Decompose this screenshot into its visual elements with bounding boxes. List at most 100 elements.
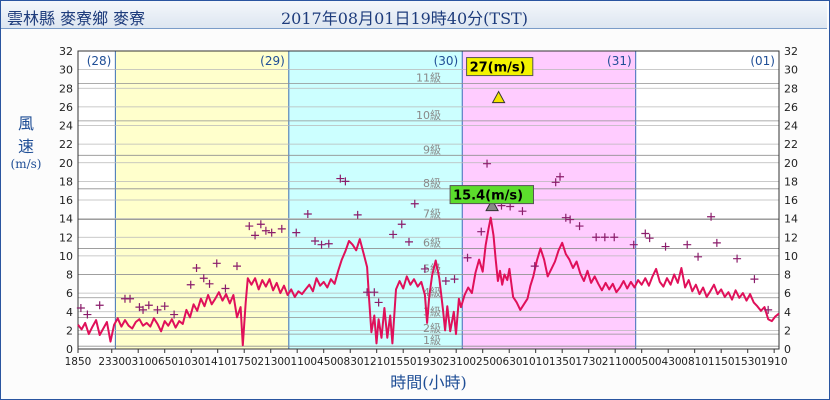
y-tick-left-2: 4	[66, 306, 73, 319]
beaufort-label-7: 8級	[423, 177, 441, 190]
y-tick-right-3: 6	[784, 287, 791, 300]
gust-point-48	[530, 262, 539, 271]
gust-point-16	[221, 284, 230, 293]
y-axis-label-unit: (m/s)	[10, 157, 42, 171]
gust-point-13	[199, 274, 208, 283]
y-tick-right-15: 30	[784, 64, 798, 77]
y-tick-left-4: 8	[66, 269, 73, 282]
gust-point-29	[336, 174, 345, 183]
gust-point-35	[389, 230, 398, 239]
x-tick-label-20: 2110	[602, 356, 629, 368]
x-tick-label-6: 1750	[231, 356, 258, 368]
y-tick-left-1: 2	[66, 324, 73, 337]
x-tick-label-25: 1530	[734, 356, 761, 368]
x-tick-label-9: 0450	[310, 356, 337, 368]
y-tick-left-7: 14	[59, 213, 73, 226]
gust-point-43	[477, 227, 486, 236]
x-tick-label-4: 1030	[178, 356, 205, 368]
beaufort-label-8: 9級	[423, 143, 441, 156]
x-tick-label-22: 0430	[655, 356, 682, 368]
gust-point-23	[277, 224, 286, 233]
gust-point-0	[76, 304, 85, 313]
gust-point-64	[712, 238, 721, 247]
annotation-label-1: 15.4(m/s)	[453, 189, 523, 204]
gust-point-22	[267, 228, 276, 237]
gust-point-14	[205, 279, 214, 288]
beaufort-label-0: 1級	[423, 334, 441, 347]
y-axis-label-char-1: 風	[17, 114, 34, 133]
gust-point-18	[245, 222, 254, 231]
day-label-2: (30)	[434, 54, 459, 68]
y-tick-left-12: 24	[59, 120, 73, 133]
y-tick-left-0: 0	[66, 343, 73, 356]
y-tick-left-14: 28	[59, 82, 73, 95]
beaufort-label-6: 7級	[423, 208, 441, 221]
gust-point-38	[410, 199, 419, 208]
gust-point-11	[186, 280, 195, 289]
gust-point-8	[153, 305, 162, 314]
y-tick-right-11: 22	[784, 138, 798, 151]
station-title: 雲林縣 麥寮鄉 麥寮	[7, 9, 146, 28]
y-tick-left-16: 32	[59, 45, 73, 58]
gust-point-66	[750, 275, 759, 284]
gust-point-20	[256, 220, 265, 229]
y-tick-left-9: 18	[59, 175, 73, 188]
annotation-box-0	[466, 57, 534, 77]
gust-point-32	[363, 288, 372, 297]
day-label-3: (31)	[607, 54, 632, 68]
day-label-4: (01)	[750, 54, 775, 68]
mean-wind-line	[77, 216, 780, 347]
y-tick-right-1: 2	[784, 324, 791, 337]
gust-point-33	[370, 288, 379, 297]
gust-point-6	[139, 305, 148, 314]
y-tick-left-8: 16	[59, 194, 73, 207]
x-tick-label-19: 1730	[575, 356, 602, 368]
gust-point-37	[404, 237, 413, 246]
gust-point-50	[556, 172, 565, 181]
x-tick-label-3: 0650	[151, 356, 178, 368]
y-tick-right-2: 4	[784, 306, 791, 319]
y-tick-left-3: 6	[66, 287, 73, 300]
x-tick-label-10: 0830	[337, 356, 364, 368]
y-tick-right-9: 18	[784, 175, 798, 188]
y-tick-left-10: 20	[59, 157, 73, 170]
gust-point-9	[160, 302, 169, 311]
gust-point-53	[575, 222, 584, 231]
y-tick-right-5: 10	[784, 250, 798, 263]
day-label-1: (29)	[260, 54, 285, 68]
x-tick-label-17: 1010	[522, 356, 549, 368]
gust-point-21	[261, 226, 270, 235]
x-tick-label-24: 1150	[708, 356, 735, 368]
beaufort-label-9: 10級	[416, 109, 441, 122]
gust-point-19	[251, 231, 260, 240]
beaufort-label-5: 6級	[423, 236, 441, 249]
gust-point-42	[463, 253, 472, 262]
gust-point-24	[292, 228, 301, 237]
x-tick-label-15: 0250	[469, 356, 496, 368]
x-tick-label-5: 1410	[204, 356, 231, 368]
gust-point-65	[733, 254, 742, 263]
x-tick-label-12: 1550	[390, 356, 417, 368]
day-label-0: (28)	[87, 54, 112, 68]
beaufort-label-3: 4級	[423, 286, 441, 299]
gust-point-26	[311, 236, 320, 245]
beaufort-label-1: 2級	[423, 322, 441, 335]
gust-point-49	[551, 178, 560, 187]
gust-point-28	[324, 239, 333, 248]
gust-point-17	[232, 262, 241, 271]
gust-point-1	[83, 310, 92, 319]
gust-point-60	[661, 242, 670, 251]
y-tick-right-7: 14	[784, 213, 798, 226]
x-tick-label-0: 1850	[65, 356, 92, 368]
gust-point-7	[144, 301, 153, 310]
observation-time: 2017年08月01日19時40分(TST)	[281, 9, 528, 28]
y-tick-right-10: 20	[784, 157, 798, 170]
gust-point-10	[170, 310, 179, 319]
annotation-marker-1	[485, 198, 499, 212]
gust-point-55	[600, 233, 609, 242]
gust-point-25	[303, 209, 312, 218]
x-tick-label-18: 1350	[549, 356, 576, 368]
gust-point-15	[212, 259, 221, 268]
x-axis-title: 時間(小時)	[390, 373, 467, 392]
